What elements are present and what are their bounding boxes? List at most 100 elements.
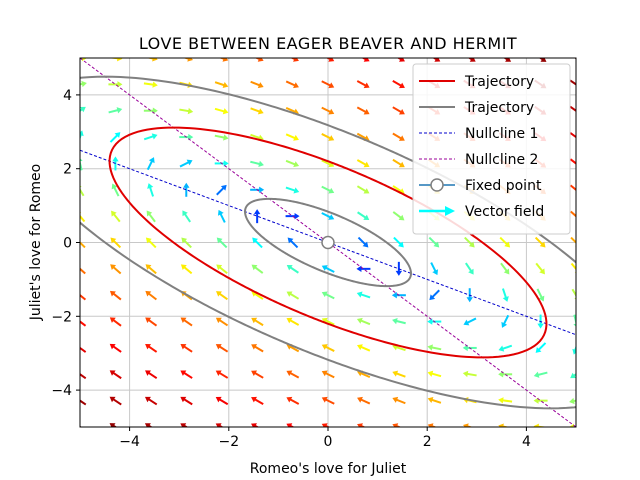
axis-ticks: −4 −2 0 2 4 −4 −2 0 2 4: [51, 88, 531, 450]
vector-arrow: [287, 237, 299, 249]
vector-arrow: [214, 81, 229, 89]
vector-arrow: [392, 158, 405, 168]
fixed-points: [321, 235, 335, 250]
vector-arrow: [356, 344, 371, 352]
vector-arrow: [108, 107, 123, 114]
vector-arrow: [533, 371, 548, 378]
vector-arrow: [144, 423, 153, 427]
vector-arrow: [285, 133, 300, 141]
vector-arrow: [321, 265, 335, 273]
vector-arrow: [286, 370, 300, 379]
vector-arrow: [254, 58, 264, 62]
vector-arrow: [180, 264, 193, 275]
vector-arrow: [321, 317, 335, 326]
legend-label: Trajectory: [464, 100, 534, 116]
vector-arrow: [464, 262, 474, 275]
y-tick-label: 0: [63, 236, 72, 252]
vector-arrow: [427, 318, 442, 325]
x-tick-label: 4: [522, 434, 531, 450]
trajectories: [80, 75, 576, 410]
vector-arrow: [285, 159, 300, 168]
vector-arrow: [215, 396, 229, 406]
vector-arrow: [534, 236, 546, 248]
vector-arrow: [357, 211, 370, 221]
vector-arrow: [466, 288, 473, 303]
vector-arrow: [110, 264, 122, 275]
vector-arrow: [503, 58, 512, 62]
legend-entry: Vector field: [419, 204, 544, 220]
vector-arrow: [143, 81, 158, 88]
trajectory-orbit: [108, 126, 548, 359]
vector-arrow: [215, 344, 229, 353]
vector-arrow: [80, 58, 87, 62]
vector-arrow: [180, 423, 189, 427]
vector-arrow: [109, 317, 122, 327]
vector-arrow: [321, 106, 335, 115]
vector-arrow: [112, 156, 119, 171]
vector-arrow: [463, 423, 474, 427]
vector-arrow: [501, 288, 509, 302]
vector-arrow: [569, 423, 576, 427]
nullcline-line: [80, 149, 576, 336]
vector-arrow: [392, 370, 406, 378]
x-tick-label: −4: [119, 434, 140, 450]
vector-arrow: [321, 291, 335, 300]
vector-arrow: [216, 291, 228, 301]
vector-arrow: [321, 185, 335, 194]
vector-arrow: [357, 396, 371, 405]
vector-arrow: [498, 397, 513, 404]
vector-arrow: [356, 80, 370, 89]
legend-label: Nullcline 2: [465, 152, 538, 168]
vector-arrow: [145, 317, 158, 327]
vector-arrow: [182, 210, 192, 223]
y-tick-label: 2: [63, 162, 72, 178]
vector-arrow: [180, 396, 193, 406]
legend-entry: Fixed point: [419, 178, 542, 194]
vector-arrow: [108, 81, 123, 88]
vector-arrow: [321, 396, 335, 405]
vector-arrow: [146, 210, 156, 223]
vector-arrow: [181, 237, 192, 249]
vector-arrow: [395, 261, 403, 276]
vector-arrow: [361, 58, 370, 62]
vector-arrow: [427, 396, 442, 404]
vector-arrow: [109, 423, 118, 427]
vector-arrow: [569, 397, 576, 405]
vector-arrow: [463, 317, 477, 326]
vector-arrow: [251, 396, 264, 405]
vector-arrow: [109, 370, 122, 380]
vector-arrow: [392, 317, 406, 325]
vector-arrow: [429, 289, 440, 301]
legend-entry: Nullcline 1: [419, 126, 538, 142]
vector-arrow: [428, 236, 440, 248]
chart-title: LOVE BETWEEN EAGER BEAVER AND HERMIT: [139, 34, 517, 53]
vector-arrow: [321, 159, 335, 168]
vector-arrow: [357, 236, 369, 248]
x-axis-label: Romeo's love for Juliet: [250, 461, 407, 477]
trajectory-orbit: [80, 75, 576, 410]
vector-arrow: [145, 343, 158, 353]
vector-arrow: [80, 106, 86, 113]
vector-arrow: [499, 236, 511, 248]
vector-arrow: [392, 80, 405, 89]
vector-arrow: [251, 317, 264, 327]
vector-arrow: [145, 290, 157, 301]
vector-arrow: [109, 396, 122, 406]
vector-arrow: [251, 370, 264, 379]
x-tick-label: −2: [218, 434, 239, 450]
vector-arrow: [286, 396, 300, 405]
vector-arrow: [145, 370, 158, 380]
vector-arrow: [392, 106, 405, 115]
vector-arrow: [286, 317, 300, 326]
vector-arrow: [180, 344, 193, 353]
legend: Trajectory Trajectory Nullcline 1 Nullcline…: [412, 63, 571, 235]
legend-label: Nullcline 1: [465, 126, 538, 142]
vector-arrow: [396, 58, 405, 62]
vector-arrow: [536, 288, 545, 302]
vector-arrow: [214, 134, 229, 141]
vector-arrow: [80, 130, 84, 141]
vector-arrow: [285, 80, 299, 89]
vector-arrow: [356, 265, 371, 273]
vector-arrow: [250, 186, 265, 193]
